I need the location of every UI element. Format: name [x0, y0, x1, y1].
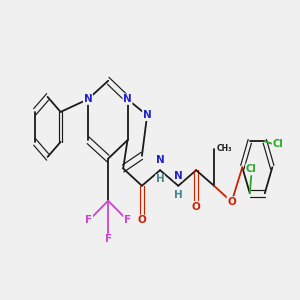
Text: F: F — [105, 234, 112, 244]
Text: O: O — [227, 197, 236, 207]
Text: CH₃: CH₃ — [217, 144, 233, 153]
Text: Cl: Cl — [246, 164, 256, 174]
Text: H: H — [156, 174, 164, 184]
Text: N: N — [123, 94, 132, 104]
Text: Cl: Cl — [272, 139, 283, 149]
Text: F: F — [85, 215, 92, 225]
Text: N: N — [143, 110, 152, 120]
Text: N: N — [174, 171, 183, 181]
Text: O: O — [192, 202, 200, 212]
Text: F: F — [124, 215, 131, 225]
Text: N: N — [84, 94, 92, 104]
Text: O: O — [137, 215, 146, 225]
Text: N: N — [156, 155, 164, 165]
Text: H: H — [174, 190, 183, 200]
